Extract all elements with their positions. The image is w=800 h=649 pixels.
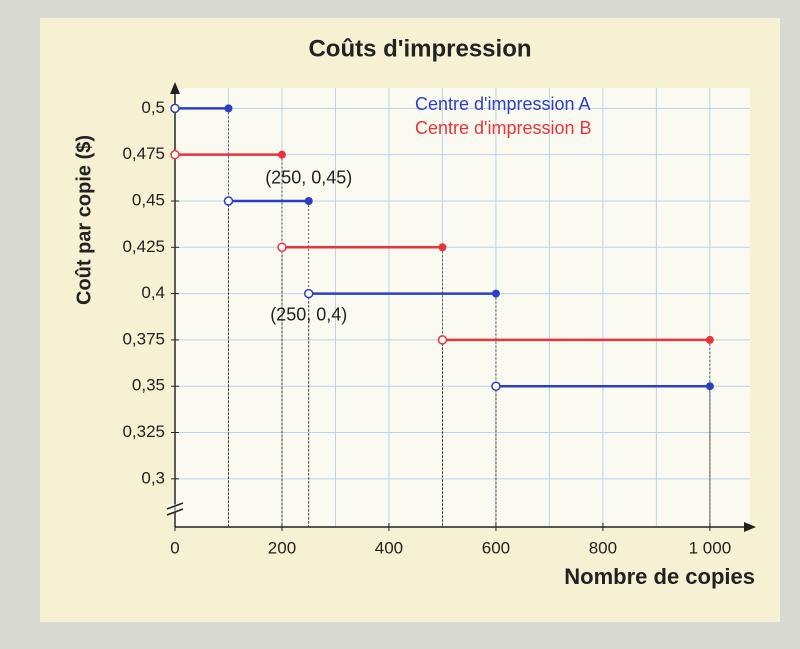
y-tick-label: 0,375	[122, 329, 165, 348]
y-tick-label: 0,325	[122, 422, 165, 441]
y-axis-label: Coût par copie ($)	[73, 135, 95, 305]
closed-point	[491, 289, 500, 298]
x-axis-label: Nombre de copies	[564, 564, 755, 589]
open-point	[170, 149, 180, 160]
open-point	[170, 103, 180, 114]
closed-point	[277, 150, 286, 159]
open-point	[303, 288, 314, 299]
x-tick-label: 800	[589, 538, 617, 557]
x-tick-label: 1 000	[689, 538, 732, 557]
x-tick-label: 400	[375, 538, 403, 557]
y-tick-label: 0,425	[122, 237, 165, 256]
closed-point	[224, 104, 233, 113]
annotation: (250, 0,45)	[265, 168, 352, 188]
y-tick-label: 0,35	[132, 376, 165, 395]
x-tick-label: 200	[268, 538, 296, 557]
closed-point	[304, 196, 313, 205]
legend-label: Centre d'impression A	[415, 94, 591, 114]
y-tick-label: 0,475	[122, 144, 165, 163]
closed-point	[438, 243, 447, 252]
y-tick-label: 0,5	[141, 98, 165, 117]
y-arrow	[170, 82, 180, 94]
open-point	[491, 381, 501, 391]
open-point	[277, 242, 287, 253]
open-point	[223, 196, 234, 206]
y-tick-label: 0,45	[132, 190, 165, 209]
x-arrow	[744, 522, 756, 532]
closed-point	[705, 335, 714, 344]
x-tick-label: 0	[170, 538, 179, 557]
annotation: (250, 0,4)	[270, 304, 347, 324]
chart-title: Coûts d'impression	[308, 35, 531, 62]
y-tick-label: 0,3	[141, 468, 165, 487]
y-tick-label: 0,4	[141, 283, 165, 302]
x-tick-label: 600	[482, 538, 510, 557]
legend-label: Centre d'impression B	[415, 118, 592, 138]
plot-area	[175, 88, 750, 527]
closed-point	[705, 382, 714, 391]
open-point	[437, 335, 448, 345]
